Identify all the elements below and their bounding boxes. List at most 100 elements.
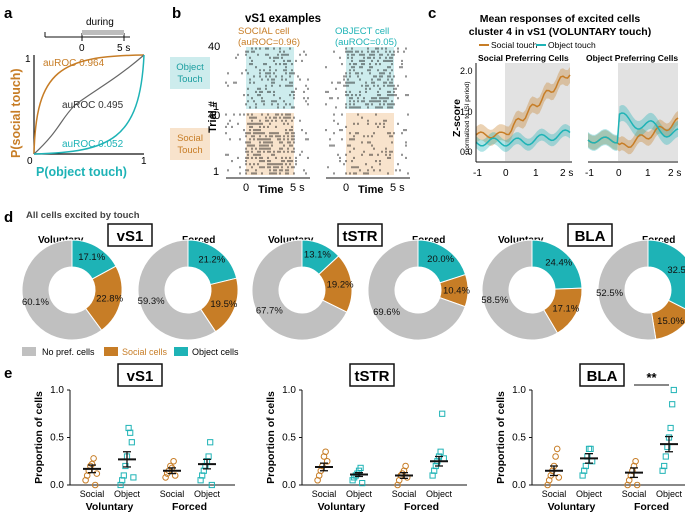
zscore-y-sublabel: (normalized to ISI period) — [464, 82, 471, 155]
raster-y-top-max: 40 — [208, 41, 220, 53]
social-touch-row-label-bg — [170, 128, 210, 160]
timeline-tick-5: 5 s — [117, 43, 130, 54]
donut-slice-object — [531, 239, 583, 290]
trace-left-x-2: 2 s — [560, 168, 573, 179]
zscore-tick-0: 0.0 — [460, 147, 473, 157]
area-label: tSTR — [343, 228, 378, 245]
raster-y-bot-max: 40 — [208, 110, 220, 122]
y-tick-label: 0.5 — [282, 433, 296, 444]
donut-label-social: 15.0% — [657, 316, 684, 327]
raster-x-label-right: Time — [358, 184, 383, 196]
trace-right-x-0: 0 — [616, 168, 622, 179]
condition-label: Forced — [182, 235, 215, 246]
donut-slice-nopref — [251, 239, 348, 341]
trace-plot-object-preferring — [587, 63, 679, 163]
point-object — [127, 429, 134, 436]
area-label: BLA — [575, 228, 606, 245]
subtitle-social-preferring: Social Preferring Cells — [478, 53, 569, 63]
donut-label-nopref: 58.5% — [481, 295, 508, 306]
significance-marker: ** — [646, 370, 657, 385]
panel-d: d All cells excited by touch vS1 Voluntar… — [4, 209, 685, 357]
object-cell-label: OBJECT cell — [335, 26, 389, 37]
donut-label-social: 17.1% — [552, 303, 579, 314]
roc-plot: auROC 0.964 auROC 0.495 auROC 0.052 1 0 … — [9, 54, 147, 179]
y-tick-label: 0.0 — [512, 480, 526, 491]
area-label: BLA — [587, 368, 618, 385]
series-label: Object — [346, 489, 373, 499]
point-object — [357, 464, 364, 471]
y-tick-label: 0.0 — [50, 480, 64, 491]
trace-right-x-neg1: -1 — [585, 168, 594, 179]
donut-label-social: 19.5% — [210, 299, 237, 310]
condition-label: Voluntary — [38, 235, 84, 246]
series-label: Social — [542, 489, 567, 499]
point-social — [93, 470, 101, 477]
stim-band-right — [618, 63, 678, 161]
legend-social-touch: Social touch — [491, 40, 538, 50]
point-object — [587, 445, 594, 452]
series-label: Object — [194, 489, 221, 499]
group-label: Voluntary — [318, 501, 366, 513]
group-forced: Social Object Forced — [622, 386, 683, 513]
point-object — [667, 424, 674, 432]
social-touch-row-label-2: Touch — [177, 145, 202, 156]
y-tick-label: 0.0 — [282, 480, 296, 491]
condition-label: Voluntary — [268, 235, 314, 246]
donut-group-tstr: tSTR Voluntary 13.1% 19.2% 67.7% Forced 20.0% 1… — [251, 223, 471, 341]
y-tick-label: 0.5 — [50, 433, 64, 444]
donut-label-object: 17.1% — [78, 252, 105, 263]
point-social — [322, 448, 329, 456]
y-tick-label: 0.5 — [512, 433, 526, 444]
timeline-tick-0: 0 — [79, 43, 85, 54]
donut-label-social: 10.4% — [443, 285, 470, 296]
point-social — [171, 472, 179, 479]
point-object — [669, 401, 676, 408]
y-tick-label: 1.0 — [512, 385, 526, 396]
y-tick-label: 1.0 — [282, 385, 296, 396]
area-label-box — [579, 363, 625, 387]
trace-object-right — [587, 112, 679, 144]
legend-object-cells: Object cells — [192, 347, 239, 357]
legend-nopref: No pref. cells — [42, 347, 95, 357]
donut-label-object: 24.4% — [545, 257, 572, 268]
point-social — [633, 481, 641, 489]
donut-label-object: 21.2% — [198, 255, 225, 266]
zscore-y-label: Z-score — [451, 99, 463, 137]
roc-x-label: P(object touch) — [36, 165, 127, 179]
donut-slice-object — [647, 239, 685, 310]
area-label-box — [107, 223, 153, 247]
trace-left-x-0: 0 — [503, 168, 509, 179]
series-label: Object — [576, 489, 603, 499]
group-label: Voluntary — [548, 501, 596, 513]
donut-label-object: 13.1% — [304, 250, 331, 261]
raster-y-bot-min: 1 — [213, 166, 219, 178]
area-label-box — [567, 223, 613, 247]
raster-x-label-left: Time — [258, 184, 283, 196]
roc-label-mid: auROC 0.495 — [62, 100, 124, 111]
donut-slice-nopref — [481, 239, 559, 341]
group-label: Forced — [172, 501, 207, 513]
panel-letter-d: d — [4, 209, 13, 226]
donut-slice-nopref — [137, 239, 217, 341]
roc-curve-mid — [33, 54, 145, 155]
trace-right-x-2: 2 s — [668, 168, 681, 179]
series-label: Object — [426, 489, 453, 499]
roc-curve-object — [33, 54, 145, 155]
donut-group-vs1: vS1 Voluntary 17.1% 22.8% 60.1% Forced 21.2% 19… — [21, 223, 239, 341]
area-label: tSTR — [355, 368, 390, 385]
point-social — [162, 474, 169, 481]
area-label-box — [349, 363, 395, 387]
donut-label-social: 22.8% — [96, 293, 123, 304]
legend-swatch-nopref — [22, 347, 36, 356]
y-axis-label: Proportion of cells — [265, 391, 277, 484]
group-voluntary: Social Object Voluntary — [80, 424, 141, 513]
raster-box-0 — [225, 47, 309, 109]
donut-label-social: 19.2% — [327, 279, 354, 290]
group-forced: Social Object Forced — [392, 410, 453, 513]
subtitle-object-preferring: Object Preferring Cells — [586, 53, 678, 63]
point-object — [437, 448, 444, 455]
raster-x-left-5: 5 s — [290, 182, 305, 194]
raster-x-right-5: 5 s — [390, 182, 405, 194]
trace-plot-social-preferring — [475, 63, 572, 163]
panel-a: a during 0 5 s auROC 0.964 auROC 0.495 a… — [4, 5, 147, 179]
